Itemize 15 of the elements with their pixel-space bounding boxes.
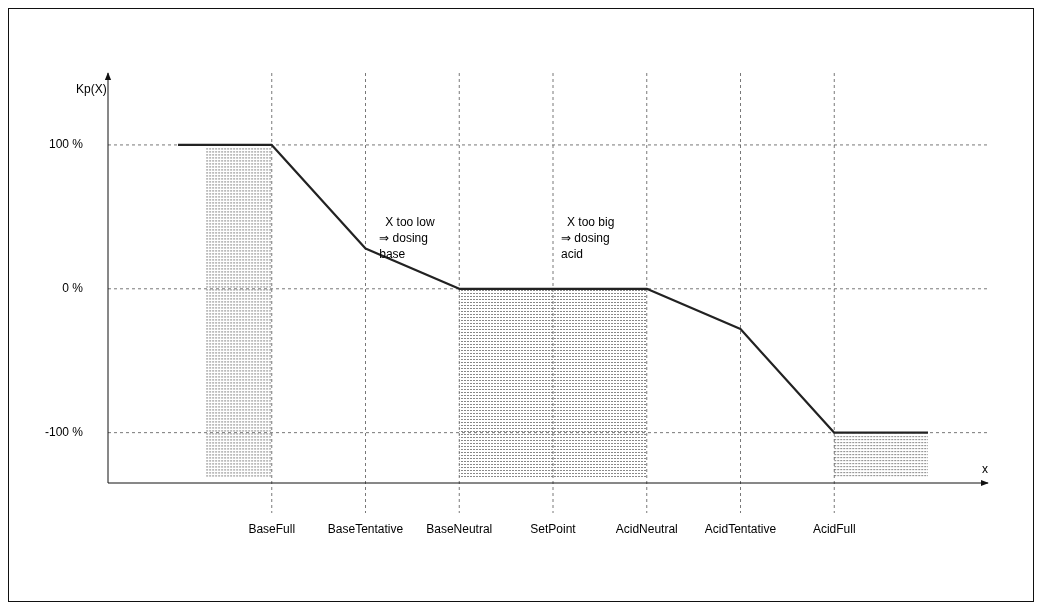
y-axis-title: Kp(X) bbox=[76, 82, 107, 96]
x-tick-label: BaseTentative bbox=[327, 522, 404, 536]
annotation: X too low ⇒ dosing base bbox=[379, 215, 435, 261]
x-tick-label: AcidNeutral bbox=[615, 522, 678, 536]
x-tick-label: BaseFull bbox=[248, 522, 296, 536]
line-series bbox=[176, 143, 930, 434]
x-tick-label: BaseNeutral bbox=[426, 522, 493, 536]
y-tick-label: -100 % bbox=[44, 424, 84, 439]
x-tick-label: AcidFull bbox=[812, 522, 856, 536]
annotation: X too big ⇒ dosing acid bbox=[561, 215, 615, 261]
x-axis-title: x bbox=[982, 462, 988, 476]
y-tick-label: 0 % bbox=[62, 280, 84, 295]
y-tick-label: 100 % bbox=[48, 137, 84, 152]
x-tick-label: AcidTentative bbox=[704, 522, 777, 536]
x-tick-label: SetPoint bbox=[530, 522, 577, 536]
